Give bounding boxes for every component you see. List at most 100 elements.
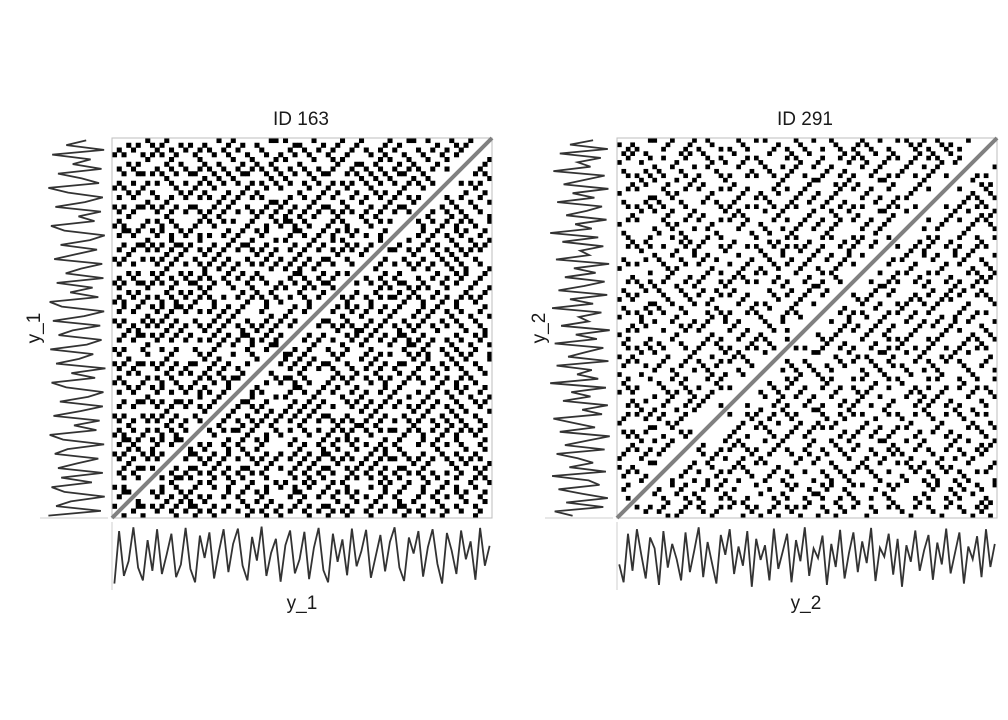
recurrence-cell — [811, 491, 817, 497]
recurrence-cell — [943, 261, 949, 267]
recurrence-cell — [397, 161, 403, 167]
recurrence-cell — [254, 252, 260, 258]
recurrence-cell — [192, 152, 198, 158]
recurrence-cell — [705, 460, 711, 466]
recurrence-cell — [121, 304, 127, 310]
recurrence-cell — [349, 261, 355, 267]
recurrence-cell — [140, 152, 146, 158]
recurrence-cell — [988, 513, 993, 519]
recurrence-cell — [411, 461, 417, 467]
recurrence-cell — [487, 351, 493, 357]
recurrence-cell — [943, 279, 949, 285]
recurrence-cell — [895, 195, 901, 201]
recurrence-cell — [824, 416, 830, 422]
recurrence-cell — [952, 319, 958, 324]
recurrence-cell — [935, 425, 940, 430]
recurrence-cell — [211, 503, 217, 509]
recurrence-cell — [811, 208, 817, 214]
recurrence-cell — [211, 171, 217, 177]
recurrence-cell — [311, 285, 317, 291]
recurrence-cell — [647, 336, 653, 342]
recurrence-cell — [302, 375, 308, 381]
recurrence-cell — [961, 257, 967, 263]
recurrence-cell — [670, 226, 675, 232]
recurrence-cell — [420, 465, 426, 471]
recurrence-cell — [661, 310, 666, 316]
recurrence-cell — [731, 151, 737, 156]
recurrence-cell — [718, 336, 724, 342]
recurrence-cell — [851, 385, 856, 391]
recurrence-cell — [908, 191, 914, 196]
recurrence-cell — [126, 190, 132, 196]
recurrence-cell — [397, 465, 403, 471]
recurrence-cell — [652, 319, 658, 324]
recurrence-cell — [368, 242, 374, 248]
recurrence-cell — [890, 274, 896, 280]
recurrence-cell — [477, 442, 483, 448]
recurrence-cell — [259, 195, 265, 201]
recurrence-cell — [700, 182, 706, 187]
recurrence-cell — [140, 280, 146, 286]
recurrence-cell — [700, 323, 706, 329]
recurrence-cell — [235, 418, 241, 424]
recurrence-cell — [824, 288, 830, 293]
recurrence-cell — [316, 166, 322, 172]
recurrence-cell — [268, 313, 274, 319]
recurrence-cell — [687, 500, 693, 506]
recurrence-cell — [121, 242, 127, 248]
recurrence-cell — [714, 451, 719, 457]
recurrence-cell — [868, 146, 874, 152]
recurrence-cell — [454, 256, 460, 262]
recurrence-cell — [330, 261, 336, 267]
recurrence-cell — [164, 214, 170, 220]
recurrence-cell — [837, 310, 843, 316]
recurrence-cell — [463, 446, 469, 452]
recurrence-cell — [970, 283, 976, 289]
recurrence-cell — [321, 489, 327, 495]
recurrence-cell — [435, 228, 441, 234]
recurrence-cell — [178, 370, 184, 376]
recurrence-cell — [714, 509, 719, 514]
recurrence-cell — [678, 416, 684, 422]
recurrence-cell — [793, 460, 799, 466]
recurrence-cell — [121, 256, 127, 262]
recurrence-cell — [979, 442, 985, 448]
recurrence-cell — [439, 280, 445, 286]
recurrence-cell — [877, 164, 883, 170]
recurrence-cell — [192, 204, 198, 210]
recurrence-cell — [837, 204, 843, 209]
recurrence-cell — [868, 469, 874, 475]
recurrence-cell — [692, 177, 697, 183]
recurrence-cell — [652, 138, 658, 143]
recurrence-cell — [444, 233, 450, 239]
recurrence-cell — [283, 138, 289, 144]
recurrence-cell — [899, 341, 905, 346]
recurrence-cell — [159, 242, 165, 248]
recurrence-cell — [112, 503, 118, 509]
recurrence-cell — [824, 509, 830, 514]
recurrence-cell — [169, 157, 175, 163]
recurrence-cell — [240, 399, 246, 405]
recurrence-cell — [330, 375, 336, 381]
recurrence-cell — [207, 233, 213, 239]
recurrence-cell — [306, 242, 312, 248]
recurrence-cell — [321, 465, 327, 471]
recurrence-cell — [789, 305, 795, 311]
recurrence-cell — [321, 503, 327, 509]
recurrence-cell — [762, 425, 768, 430]
recurrence-cell — [709, 314, 715, 320]
recurrence-cell — [957, 146, 962, 152]
recurrence-cell — [316, 418, 322, 424]
recurrence-cell — [416, 418, 422, 424]
recurrence-cell — [121, 513, 127, 519]
recurrence-cell — [833, 354, 839, 360]
recurrence-cell — [634, 385, 640, 391]
recurrence-cell — [864, 456, 870, 461]
recurrence-cell — [904, 195, 909, 201]
recurrence-cell — [387, 218, 393, 224]
recurrence-cell — [966, 438, 971, 444]
recurrence-cell — [140, 465, 146, 471]
recurrence-cell — [877, 319, 883, 324]
recurrence-cell — [178, 423, 184, 429]
recurrence-cell — [468, 351, 474, 357]
